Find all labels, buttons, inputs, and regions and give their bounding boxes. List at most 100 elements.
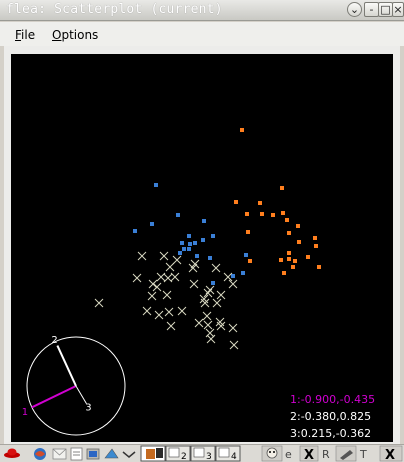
point-blue[interactable] [202,219,206,223]
point-orange[interactable] [287,231,291,235]
point-orange[interactable] [246,230,250,234]
point-orange[interactable] [293,259,297,263]
point-blue[interactable] [176,213,180,217]
tool-r-icon[interactable]: R [322,448,330,461]
tool-e-icon[interactable]: e [285,448,292,461]
point-orange[interactable] [282,271,286,275]
point-blue[interactable] [201,238,205,242]
point-orange[interactable] [314,244,318,248]
point-blue[interactable] [241,271,245,275]
point-blue[interactable] [211,234,215,238]
menu-file[interactable]: File [15,28,36,42]
menu-options[interactable]: Options [52,28,99,42]
point-orange[interactable] [258,201,262,205]
network-icon[interactable] [104,448,119,459]
window-menu-icon[interactable]: ⌄ [347,2,362,17]
point-orange[interactable] [296,224,300,228]
point-cross[interactable] [211,263,221,273]
tool-a-icon[interactable] [261,445,283,462]
point-orange[interactable] [291,265,295,269]
point-cross[interactable] [216,321,226,331]
point-cross[interactable] [164,307,174,317]
point-orange[interactable] [279,258,283,262]
scatterplot-canvas[interactable]: 1 2 3 1:-0.900,-0.435 2:-0.380,0.825 3:0.215… [11,54,393,442]
browser-icon[interactable] [34,448,46,460]
point-orange[interactable] [281,211,285,215]
point-cross[interactable] [200,298,210,308]
point-orange[interactable] [248,259,252,263]
point-orange[interactable] [285,218,289,222]
point-cross[interactable] [188,263,198,273]
point-blue[interactable] [154,183,158,187]
workspace-1[interactable] [140,445,166,462]
point-cross[interactable] [147,291,157,301]
point-cross[interactable] [228,323,238,333]
point-orange[interactable] [306,255,310,259]
point-cross[interactable] [162,290,172,300]
axis-3-line[interactable] [75,385,87,404]
point-blue[interactable] [180,241,184,245]
point-cross[interactable] [203,320,213,330]
point-blue[interactable] [187,247,191,251]
point-cross[interactable] [189,279,199,289]
point-cross[interactable] [177,306,187,316]
point-cross[interactable] [206,334,216,344]
point-orange[interactable] [271,213,275,217]
axes-circle[interactable] [26,336,126,436]
close-button[interactable]: × [392,2,404,17]
tool-close-icon[interactable]: X [379,445,403,462]
point-orange[interactable] [240,128,244,132]
point-orange[interactable] [245,212,249,216]
point-orange[interactable] [297,240,301,244]
point-blue[interactable] [244,253,248,257]
scatterplot-svg[interactable]: 1 2 3 1:-0.900,-0.435 2:-0.380,0.825 3:0.215… [11,54,393,442]
point-cross[interactable] [137,251,147,261]
point-orange[interactable] [260,212,264,216]
point-blue[interactable] [182,247,186,251]
point-cross[interactable] [203,288,213,298]
mail-icon[interactable] [52,448,67,460]
point-blue[interactable] [188,242,192,246]
point-cross[interactable] [166,321,176,331]
point-blue[interactable] [187,234,191,238]
point-blue[interactable] [231,274,235,278]
point-cross[interactable] [216,290,226,300]
point-cross[interactable] [228,279,238,289]
redhat-icon[interactable] [4,448,20,459]
point-orange[interactable] [287,257,291,261]
point-blue[interactable] [193,241,197,245]
point-cross[interactable] [154,310,164,320]
workspace-4[interactable]: 4 [215,445,241,462]
point-cross[interactable] [202,311,212,321]
editor-icon[interactable] [70,447,83,461]
point-cross[interactable] [165,262,175,272]
point-orange[interactable] [317,265,321,269]
window-titlebar[interactable]: flea: Scatterplot (current) ⌄ ‑ □ × [0,0,404,21]
workspace-2[interactable]: 2 [165,445,191,462]
arrow-icon[interactable] [122,451,136,458]
workspace-3[interactable]: 3 [190,445,216,462]
point-cross[interactable] [229,340,239,350]
point-cross[interactable] [170,272,180,282]
point-cross[interactable] [194,318,204,328]
point-cross[interactable] [132,273,142,283]
point-cross[interactable] [152,282,162,292]
tool-x-icon[interactable]: X [299,445,319,462]
tool-t-icon[interactable]: T [359,448,367,461]
point-cross[interactable] [172,255,182,265]
point-blue[interactable] [195,254,199,258]
point-orange[interactable] [280,186,284,190]
axis-2-line[interactable] [56,345,77,387]
point-orange[interactable] [234,200,238,204]
files-icon[interactable] [86,448,100,460]
axis-1-line[interactable] [31,385,77,409]
point-cross[interactable] [94,298,104,308]
point-orange[interactable] [313,236,317,240]
point-cross[interactable] [223,272,233,282]
maximize-button[interactable]: □ [378,2,393,17]
point-blue[interactable] [178,251,182,255]
point-blue[interactable] [208,256,212,260]
point-cross[interactable] [142,306,152,316]
point-blue[interactable] [211,281,215,285]
point-blue[interactable] [133,229,137,233]
